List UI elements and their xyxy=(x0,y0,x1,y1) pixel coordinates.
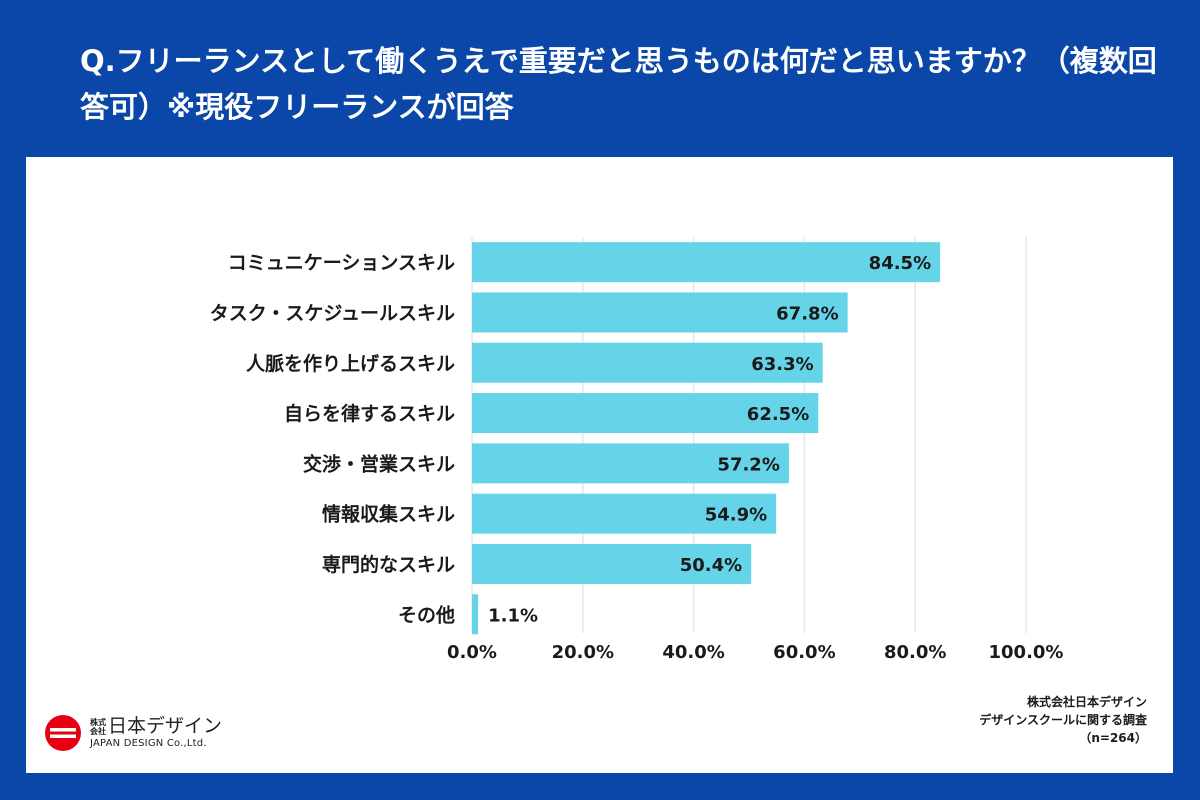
source-line-1: 株式会社日本デザイン xyxy=(1026,695,1147,709)
chart-title: Q.フリーランスとして働くうえで重要だと思うものは何だと思いますか？（複数回答可… xyxy=(80,44,1157,124)
bar xyxy=(472,594,479,635)
data-label: 84.5% xyxy=(869,253,931,274)
x-tick-label: 60.0% xyxy=(773,642,835,663)
bars xyxy=(472,242,941,635)
bar xyxy=(472,493,777,534)
data-label: 62.5% xyxy=(747,404,809,425)
logo-small-text: 株式会社 xyxy=(90,717,106,736)
x-tick-label: 100.0% xyxy=(989,642,1064,663)
company-logo: 株式会社 日本デザイン JAPAN DESIGN Co.,Ltd. xyxy=(44,709,222,757)
bar xyxy=(472,242,941,283)
category-label: その他 xyxy=(398,603,455,626)
category-label: 人脈を作り上げるスキル xyxy=(246,352,455,375)
chart-panel: 0.0% 20.0% 40.0% 60.0% 80.0% 100.0% コミュニケーションス… xyxy=(26,157,1173,773)
bar xyxy=(472,393,819,434)
labels: 0.0% 20.0% 40.0% 60.0% 80.0% 100.0% コミュニケーションス… xyxy=(210,252,1064,663)
source-line-3: （n=264） xyxy=(1079,731,1147,745)
bar xyxy=(472,543,752,584)
logo-mark-icon xyxy=(45,715,81,751)
category-label: タスク・スケジュールスキル xyxy=(210,302,455,324)
data-label: 54.9% xyxy=(705,505,767,526)
data-label: 50.4% xyxy=(680,555,742,576)
category-label: 専門的なスキル xyxy=(322,553,455,576)
data-label: 63.3% xyxy=(751,354,813,375)
category-label: 情報収集スキル xyxy=(322,503,455,526)
category-label: コミュニケーションスキル xyxy=(228,252,455,274)
category-label: 自らを律するスキル xyxy=(284,402,455,425)
source-line-2: デザインスクールに関する調査 xyxy=(979,713,1147,727)
bar-chart: 0.0% 20.0% 40.0% 60.0% 80.0% 100.0% コミュニケーションス… xyxy=(210,237,1064,663)
x-tick-label: 80.0% xyxy=(884,642,946,663)
data-label: 57.2% xyxy=(717,454,779,475)
bar xyxy=(472,443,789,484)
logo-english: JAPAN DESIGN Co.,Ltd. xyxy=(90,738,207,749)
category-label: 交渉・営業スキル xyxy=(303,452,455,475)
bar xyxy=(472,292,848,333)
x-tick-label: 0.0% xyxy=(447,642,497,663)
x-tick-label: 40.0% xyxy=(662,642,724,663)
logo-name: 日本デザイン xyxy=(108,715,223,737)
x-tick-label: 20.0% xyxy=(552,642,614,663)
data-label: 67.8% xyxy=(776,303,838,324)
data-label: 1.1% xyxy=(488,605,538,626)
source-note: 株式会社日本デザイン デザインスクールに関する調査 （n=264） xyxy=(979,693,1147,747)
bar xyxy=(472,342,823,383)
